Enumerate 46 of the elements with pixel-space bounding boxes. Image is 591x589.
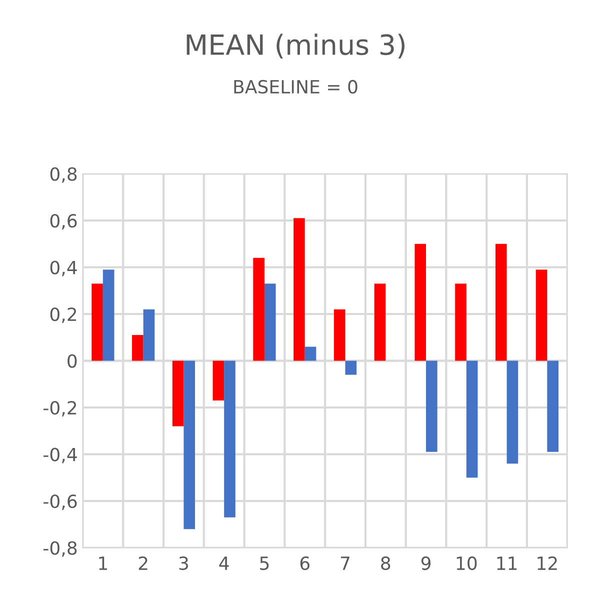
bar bbox=[143, 309, 155, 361]
x-tick-label: 12 bbox=[538, 556, 557, 570]
bar bbox=[345, 360, 357, 375]
x-tick-label: 9 bbox=[421, 556, 430, 570]
y-tick-label: -0,4 bbox=[44, 448, 77, 464]
y-tick-label: 0 bbox=[68, 354, 77, 368]
x-tick-label: 5 bbox=[260, 556, 269, 570]
bar bbox=[547, 360, 558, 452]
y-tick-label: -0,8 bbox=[44, 541, 77, 557]
bar bbox=[334, 309, 346, 361]
bar bbox=[102, 270, 114, 361]
bar bbox=[455, 284, 466, 361]
bar bbox=[132, 335, 144, 361]
y-tick-label: 0,8 bbox=[50, 167, 77, 183]
y-tick-label: 0,4 bbox=[50, 260, 77, 276]
bar bbox=[414, 244, 426, 361]
x-tick-label: 8 bbox=[381, 556, 390, 570]
x-tick-label: 1 bbox=[99, 556, 108, 570]
bar bbox=[374, 284, 386, 361]
bar bbox=[212, 360, 224, 400]
bar bbox=[466, 360, 478, 478]
bar bbox=[304, 346, 316, 361]
bar bbox=[264, 284, 276, 361]
bar bbox=[92, 284, 103, 361]
chart-title: MEAN (minus 3) bbox=[186, 34, 404, 58]
bar bbox=[172, 360, 184, 426]
bar bbox=[184, 360, 196, 530]
bar bbox=[253, 258, 264, 361]
x-tick-label: 3 bbox=[179, 556, 188, 570]
y-tick-label: -0,2 bbox=[44, 400, 76, 416]
bar bbox=[495, 244, 507, 361]
chart-subtitle: BASELINE = 0 bbox=[234, 80, 358, 94]
x-tick-label: 2 bbox=[138, 556, 148, 570]
x-tick-label: 11 bbox=[497, 556, 517, 570]
bar bbox=[224, 360, 236, 518]
y-tick-label: 0,6 bbox=[50, 214, 77, 230]
x-tick-label: 6 bbox=[300, 556, 310, 570]
y-tick-label: 0,2 bbox=[50, 307, 76, 323]
bar bbox=[536, 270, 548, 361]
x-tick-label: 10 bbox=[456, 556, 477, 570]
bar bbox=[294, 218, 305, 361]
x-tick-label: 7 bbox=[340, 556, 350, 570]
bar bbox=[426, 360, 438, 452]
y-tick-label: -0,6 bbox=[44, 494, 77, 510]
x-tick-label: 4 bbox=[219, 556, 229, 570]
bar bbox=[506, 360, 518, 464]
